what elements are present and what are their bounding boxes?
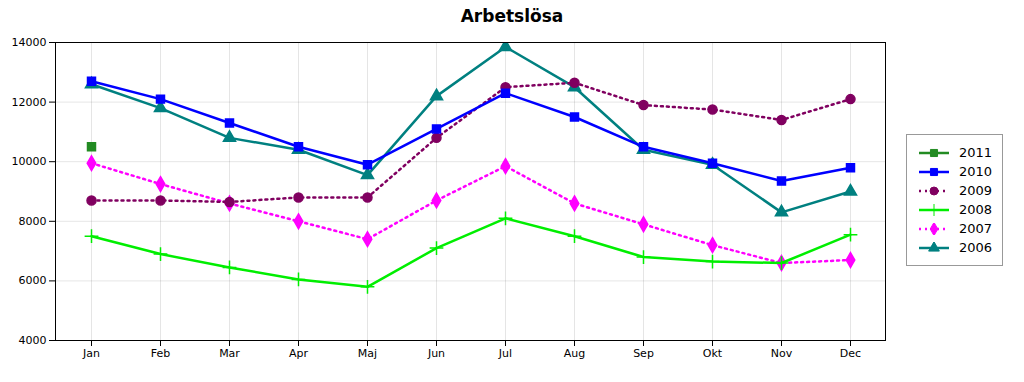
html-text:2010: 2010 [959, 164, 993, 179]
svg-text:Mar: Mar [219, 347, 240, 360]
svg-text:Jan: Jan [82, 347, 100, 360]
html-text:2007: 2007 [959, 221, 993, 236]
svg-text:Okt: Okt [703, 347, 723, 360]
html-text:2011: 2011 [959, 145, 993, 160]
svg-text:Nov: Nov [771, 347, 793, 360]
svg-text:10000: 10000 [12, 155, 47, 168]
svg-text:Jun: Jun [427, 347, 445, 360]
html-text:2008: 2008 [959, 202, 993, 217]
html-text:Arbetslösa: Arbetslösa [460, 6, 564, 26]
svg-text:Jul: Jul [498, 347, 512, 360]
svg-text:Aug: Aug [564, 347, 585, 360]
svg-text:Maj: Maj [358, 347, 377, 360]
svg-text:4000: 4000 [19, 334, 47, 347]
svg-text:6000: 6000 [19, 274, 47, 287]
svg-text:Feb: Feb [151, 347, 170, 360]
svg-text:Sep: Sep [633, 347, 654, 360]
svg-text:Apr: Apr [289, 347, 309, 360]
svg-text:14000: 14000 [12, 36, 47, 49]
html-text:2009: 2009 [959, 183, 993, 198]
svg-text:8000: 8000 [19, 215, 47, 228]
svg-text:Dec: Dec [840, 347, 861, 360]
html-text:2006: 2006 [959, 240, 993, 255]
svg-text:12000: 12000 [12, 96, 47, 109]
